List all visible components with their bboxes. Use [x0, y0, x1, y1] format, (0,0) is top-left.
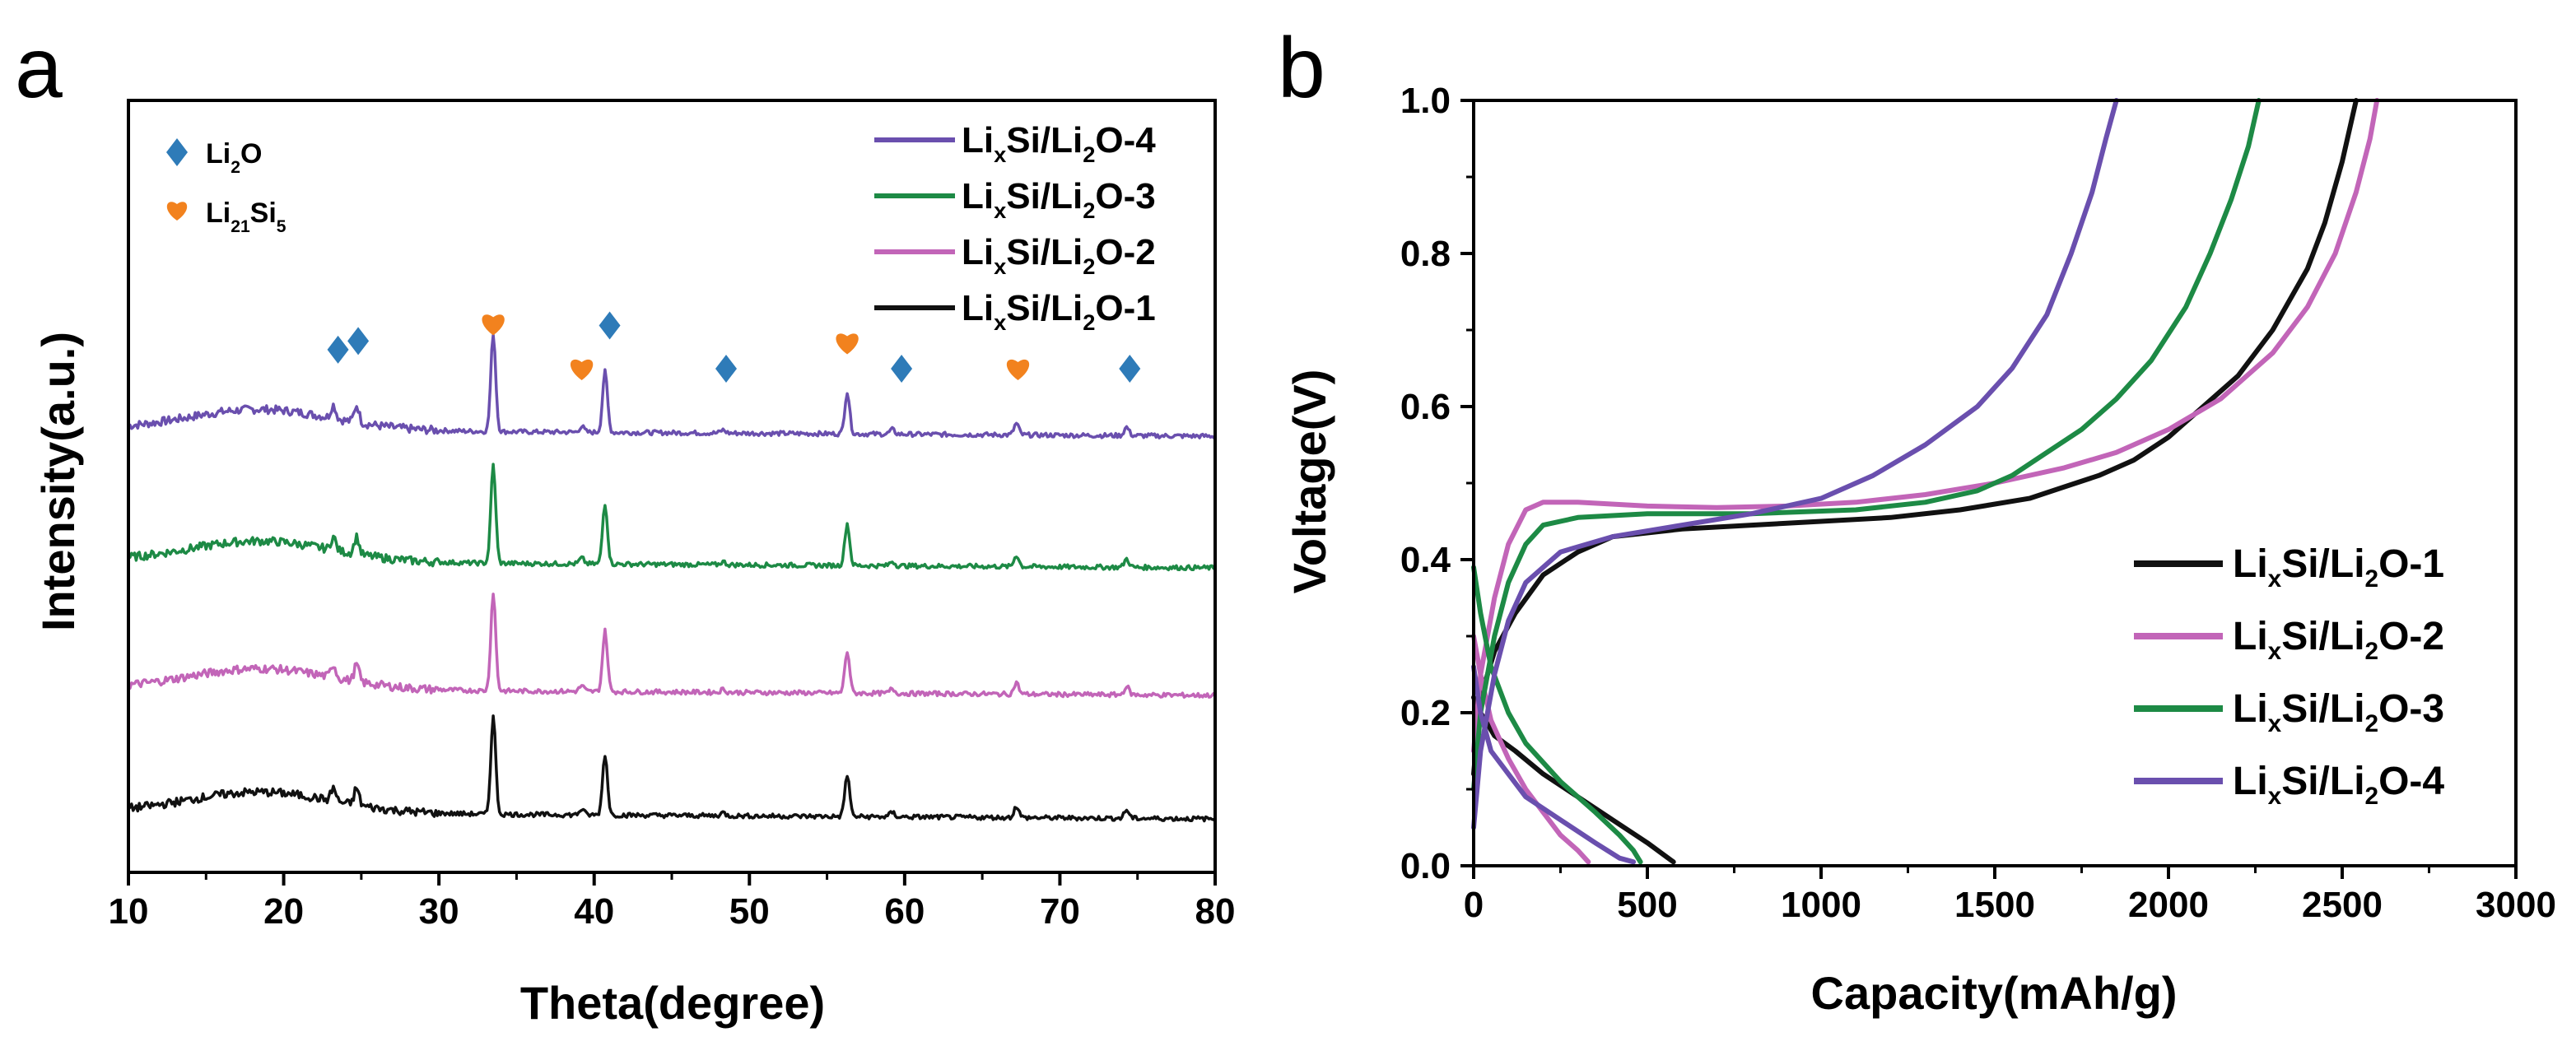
li2o-diamond-marker [715, 355, 737, 383]
voltage-y-axis-title: Voltage(V) [1283, 370, 1335, 594]
xrd-x-tick-label: 20 [263, 891, 304, 932]
voltage-charge-line [1471, 98, 2262, 792]
panel-a-letter: a [15, 21, 63, 116]
legend-li2o-label: Li2O [206, 138, 262, 177]
voltage-discharge-line [1471, 565, 1643, 865]
xrd-series-line [128, 463, 1216, 572]
xrd-y-axis-title: Intensity(a.u.) [32, 332, 84, 631]
legend-li21si5-heart [166, 202, 188, 221]
panel-a: a 10 20 30 40 50 60 70 80 Theta(degree) Intensi… [15, 21, 1235, 1029]
xrd-x-tick-label: 40 [574, 891, 614, 932]
voltage-y-tick-label: 0.2 [1400, 693, 1451, 733]
voltage-x-tick-label: 1000 [1781, 885, 1861, 925]
xrd-x-tick-label: 70 [1040, 891, 1080, 932]
voltage-x-tick-label: 0 [1464, 885, 1484, 925]
li21si5-heart-marker [482, 314, 505, 336]
xrd-series-group [127, 333, 1217, 823]
voltage-legend-label: LixSi/Li2O-4 [2233, 760, 2444, 810]
xrd-legend-label: LixSi/Li2O-2 [962, 232, 1156, 279]
phase-marker-legend: Li2O Li21Si5 [166, 138, 286, 236]
xrd-x-tick-label: 30 [419, 891, 459, 932]
legend-li21si5-label: Li21Si5 [206, 198, 286, 236]
voltage-discharge-line [1471, 664, 1637, 865]
xrd-legend-label: LixSi/Li2O-3 [962, 176, 1156, 223]
li2o-diamond-marker [1119, 355, 1141, 383]
xrd-x-tick-label: 80 [1195, 891, 1236, 932]
li21si5-heart-marker [836, 333, 859, 355]
xrd-series-line [127, 714, 1216, 823]
li2o-diamond-marker [347, 327, 370, 356]
xrd-legend-label: LixSi/Li2O-1 [962, 288, 1156, 335]
voltage-legend: LixSi/Li2O-1 LixSi/Li2O-2 LixSi/Li2O-3 LixS… [2134, 542, 2444, 810]
li2o-diamond-marker [327, 335, 349, 364]
legend-li2o-diamond [166, 138, 188, 166]
voltage-x-tick-label: 2000 [2128, 885, 2209, 925]
voltage-y-tick-label: 0.8 [1400, 234, 1451, 274]
li21si5-heart-marker [570, 359, 594, 380]
xrd-x-tick-label: 10 [109, 891, 149, 932]
xrd-x-tick-label: 60 [884, 891, 925, 932]
panel-b: b 0 500 1000 1500 2000 2500 3000 0.00.20.40.60… [1278, 21, 2556, 1019]
voltage-legend-label: LixSi/Li2O-2 [2233, 615, 2444, 665]
voltage-x-tick-label: 3000 [2476, 885, 2556, 925]
voltage-y-tick-label: 0.6 [1400, 387, 1451, 427]
voltage-x-tick-label: 1500 [1954, 885, 2035, 925]
xrd-x-ticks: 10 20 30 40 50 60 70 80 [109, 872, 1236, 932]
xrd-x-tick-label: 50 [729, 891, 770, 932]
xrd-series-line [127, 593, 1217, 699]
voltage-x-tick-label: 500 [1617, 885, 1677, 925]
voltage-y-tick-label: 0.0 [1400, 846, 1451, 886]
li21si5-heart-marker [1006, 359, 1030, 380]
voltage-charge-line [1471, 98, 2380, 754]
voltage-y-ticks: 0.0 0.2 0.4 0.6 0.8 1.0 [1400, 81, 1474, 886]
voltage-x-axis-title: Capacity(mAh/g) [1811, 967, 2178, 1019]
xrd-legend-label: LixSi/Li2O-4 [962, 120, 1156, 167]
voltage-y-tick-label: 1.0 [1400, 81, 1451, 121]
voltage-legend-label: LixSi/Li2O-3 [2233, 687, 2444, 737]
voltage-series-group [1471, 98, 2380, 865]
xrd-legend: LixSi/Li2O-4 LixSi/Li2O-3 LixSi/Li2O-2 LixS… [874, 120, 1156, 335]
voltage-y-tick-label: 0.4 [1400, 540, 1451, 580]
voltage-charge-line [1471, 98, 2119, 830]
phase-marker-group [327, 311, 1141, 383]
voltage-discharge-line [1471, 695, 1676, 865]
voltage-x-ticks: 0 500 1000 1500 2000 2500 3000 [1464, 866, 2556, 925]
xrd-series-line [128, 333, 1217, 439]
panel-b-letter: b [1278, 21, 1325, 116]
xrd-x-axis-title: Theta(degree) [520, 977, 825, 1029]
voltage-charge-line [1471, 98, 2359, 777]
li2o-diamond-marker [891, 355, 913, 383]
li2o-diamond-marker [599, 311, 621, 340]
voltage-legend-label: LixSi/Li2O-1 [2233, 542, 2444, 593]
voltage-x-tick-label: 2500 [2302, 885, 2383, 925]
